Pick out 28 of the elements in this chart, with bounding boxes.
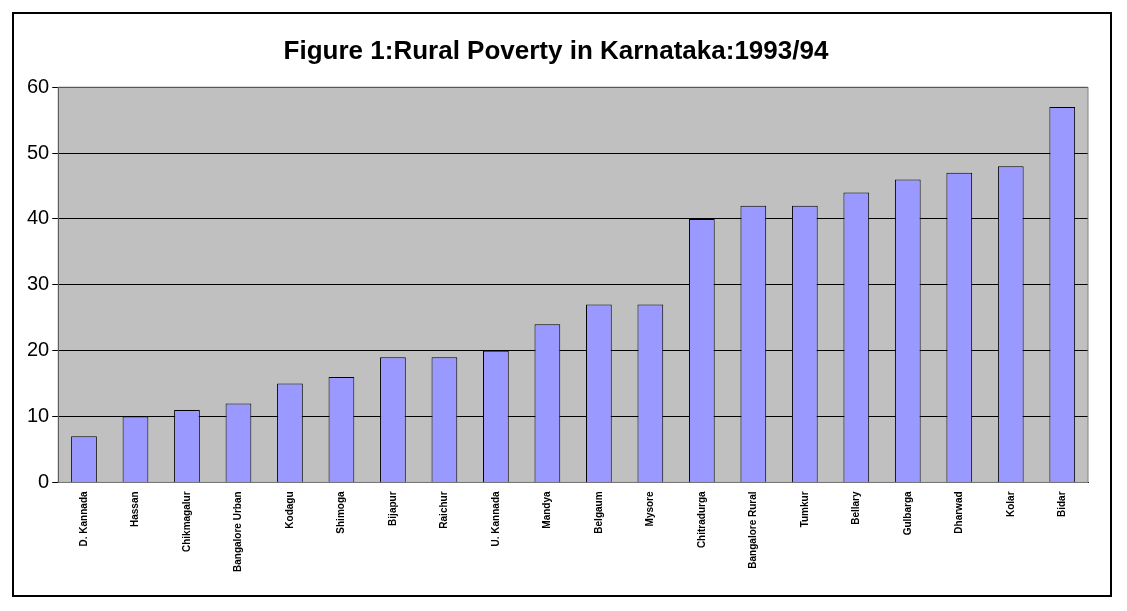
x-tick-label: Bellary	[850, 491, 862, 525]
x-tick-label: Raichur	[438, 491, 450, 529]
x-tick-label: Bijapur	[386, 491, 398, 526]
y-tick-label: 60	[27, 74, 50, 97]
x-tick-label: Bangalore Rural	[747, 491, 759, 569]
x-tick-label: Chitradurga	[695, 490, 707, 549]
x-tick-label: Shimoga	[335, 491, 347, 534]
x-tick-label: Gulbarga	[901, 491, 913, 536]
x-tick-label: Kodagu	[283, 491, 295, 529]
y-tick-label: 30	[27, 272, 50, 295]
x-tick-label: Bidar	[1056, 491, 1068, 517]
y-tick-label: 10	[27, 404, 50, 427]
y-tick-label: 50	[27, 140, 50, 163]
x-tick-label: Belgaum	[592, 491, 604, 534]
x-tick-label: Mandya	[541, 490, 553, 529]
y-tick-label: 20	[27, 338, 50, 361]
x-tick-label: Hassan	[129, 491, 141, 528]
x-tick-label: Mysore	[644, 490, 656, 527]
x-tick-label: Tumkur	[798, 491, 810, 528]
x-tick-label: Chikmagalur	[180, 491, 192, 553]
x-tick-label: Kolar	[1004, 491, 1016, 517]
chart-title: Figure 1:Rural Poverty in Karnataka:1993/94	[283, 34, 829, 65]
x-tick-label: Bangalore Urban	[232, 491, 244, 573]
x-tick-label: D. Kannada	[77, 491, 89, 547]
x-tick-label: U. Kannada	[489, 491, 501, 547]
y-tick-label: 40	[27, 206, 50, 229]
x-tick-label: Dharwad	[953, 491, 965, 534]
y-tick-label: 0	[38, 469, 50, 492]
